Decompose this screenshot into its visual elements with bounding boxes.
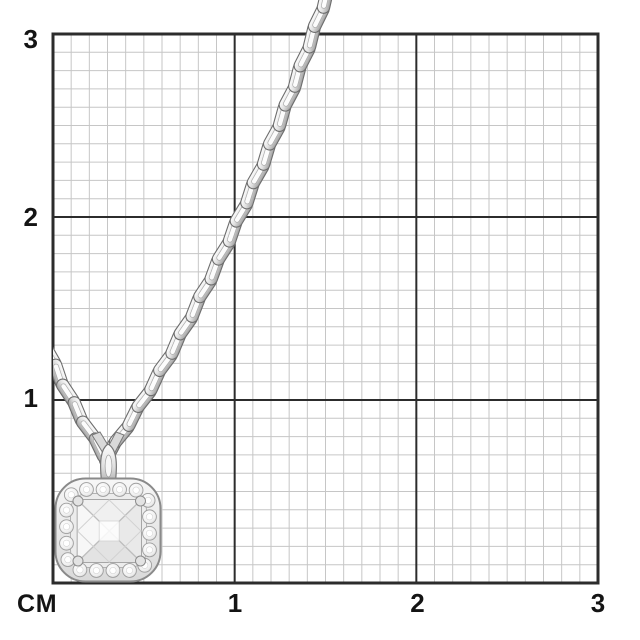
x-axis-tick-1: 1: [228, 588, 242, 618]
prongs: [72, 495, 146, 567]
facet-left: [77, 500, 110, 562]
grid-border: [51, 32, 600, 585]
prong: [72, 555, 84, 567]
x-axis-tick-3: 3: [591, 588, 605, 618]
necklace-photo: [53, 0, 335, 583]
facet-bottom: [77, 531, 141, 562]
chain-links: [53, 0, 335, 467]
y-axis-tick-3: 3: [24, 24, 38, 54]
y-axis-tick-2: 2: [24, 202, 38, 232]
mm-grid-minor-lines: [53, 34, 598, 583]
y-axis-tick-1: 1: [24, 383, 38, 413]
pendant: [54, 477, 162, 583]
prong: [135, 495, 146, 507]
x-axis-tick-2: 2: [410, 588, 424, 618]
facet-diamond-line: [76, 499, 142, 563]
halo-diamonds: [59, 482, 157, 578]
bail-loop-hole: [104, 454, 113, 478]
facet-right: [109, 500, 141, 562]
facet-top: [77, 500, 141, 531]
center-stone-table: [98, 520, 120, 542]
prong: [135, 555, 146, 567]
prong: [72, 495, 84, 507]
center-stone: [72, 495, 146, 567]
axis-labels: 3 2 1 СМ 1 2 3: [17, 24, 605, 618]
unit-label-cm: СМ: [17, 590, 58, 618]
